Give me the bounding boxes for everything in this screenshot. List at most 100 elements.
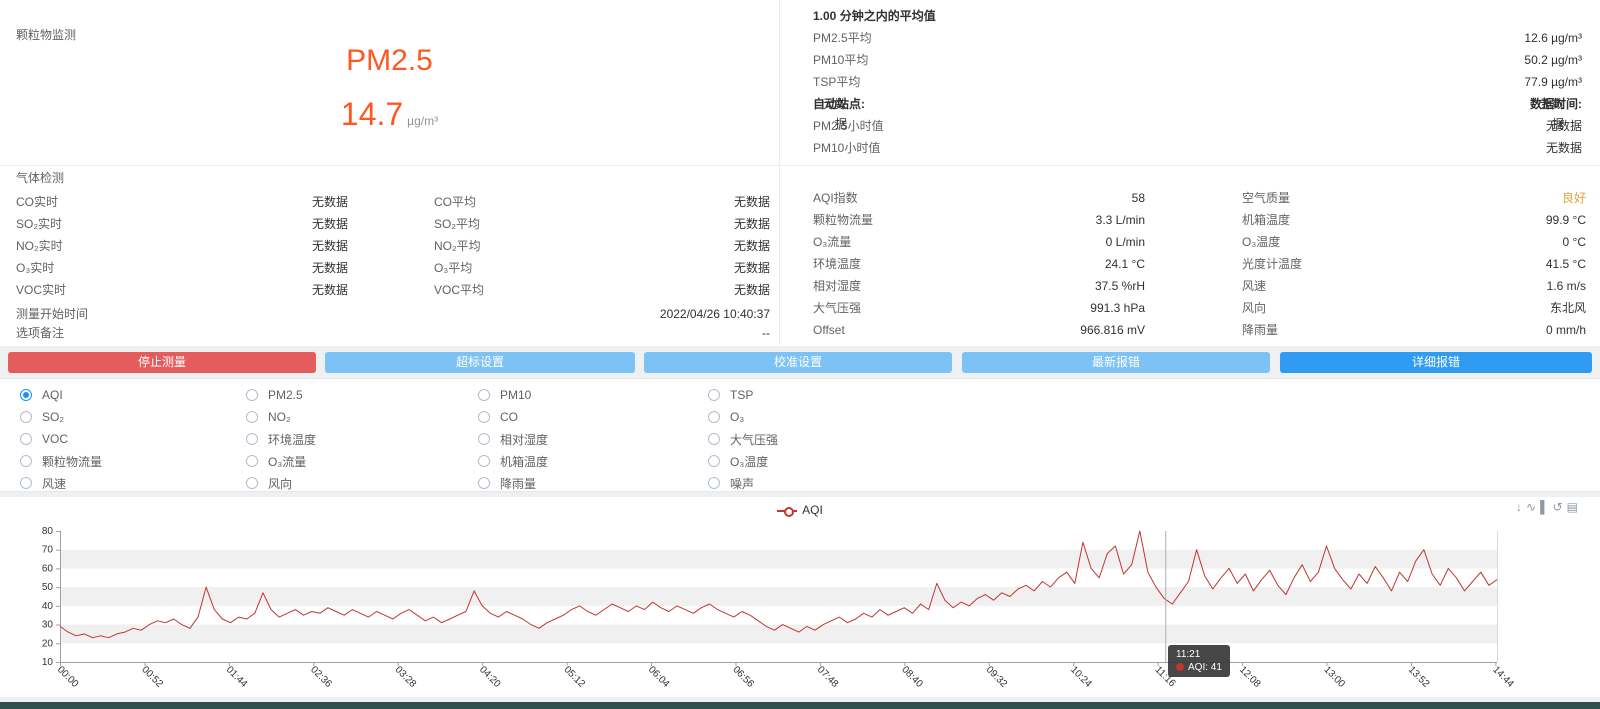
radio-option-label: PM2.5 xyxy=(268,388,303,402)
radio-option-label: 相对湿度 xyxy=(500,432,549,447)
radio-option-噪声[interactable]: 噪声 xyxy=(708,475,754,491)
radio-option-降雨量[interactable]: 降雨量 xyxy=(478,475,536,491)
radio-option-label: 大气压强 xyxy=(730,432,779,447)
x-tick-label: 10:24 xyxy=(1068,664,1094,690)
status-value-1: 58 xyxy=(1131,191,1145,205)
footer-strip xyxy=(0,702,1600,709)
x-tick-label: 13:00 xyxy=(1321,664,1347,690)
y-tick-label: 60 xyxy=(42,563,54,574)
pm25-metric-label: PM2.5 xyxy=(346,44,433,77)
tooltip-value: AQI: 41 xyxy=(1188,662,1222,673)
radio-option-O₃[interactable]: O₃ xyxy=(708,409,744,425)
radio-option-NO₂[interactable]: NO₂ xyxy=(246,409,291,425)
radio-circle-icon xyxy=(246,455,258,467)
gas-average-label: VOC平均 xyxy=(434,283,485,297)
data-time: 数据时间: 无数据 xyxy=(1530,94,1582,131)
average-row-label: TSP平均 xyxy=(813,75,861,89)
gas-row: CO实时 无数据 CO平均 无数据 xyxy=(0,192,779,212)
hour-value-label: PM10小时值 xyxy=(813,141,881,155)
data-view-icon[interactable]: ▤ xyxy=(1566,500,1580,514)
radio-option-label: 噪声 xyxy=(730,476,755,491)
status-value-2: 1.6 m/s xyxy=(1546,279,1586,293)
radio-option-相对湿度[interactable]: 相对湿度 xyxy=(478,431,548,447)
radio-option-AQI[interactable]: AQI xyxy=(20,387,63,403)
hour-value-row: PM2.5小时值 无数据 xyxy=(780,116,1600,136)
status-label-2: O₃温度 xyxy=(1242,235,1281,249)
radio-circle-icon xyxy=(708,411,720,423)
gas-realtime-label: O₃实时 xyxy=(16,261,55,275)
y-tick-label: 40 xyxy=(42,601,54,612)
radio-option-label: SO₂ xyxy=(42,410,64,424)
radio-option-O₃流量[interactable]: O₃流量 xyxy=(246,453,306,469)
radio-option-颗粒物流量[interactable]: 颗粒物流量 xyxy=(20,453,102,469)
remark-row: 选项备注 -- xyxy=(0,323,779,343)
chart-split-band xyxy=(60,587,1497,606)
radio-option-TSP[interactable]: TSP xyxy=(708,387,753,403)
status-value-2: 0 °C xyxy=(1562,235,1586,249)
top-panel: 颗粒物监测 PM2.5 14.7 µg/m³ 1.00 分钟之内的平均值 PM2.… xyxy=(0,0,1600,346)
save-image-icon[interactable]: ↓ xyxy=(1516,500,1525,514)
status-value-1: 966.816 mV xyxy=(1080,323,1145,337)
radio-option-大气压强[interactable]: 大气压强 xyxy=(708,431,778,447)
status-value-2: 41.5 °C xyxy=(1545,257,1586,271)
status-label-1: AQI指数 xyxy=(813,191,858,205)
horizontal-divider xyxy=(0,165,1600,166)
radio-option-label: 风速 xyxy=(42,476,67,491)
radio-option-风速[interactable]: 风速 xyxy=(20,475,66,491)
gas-detection-panel: 气体检测 CO实时 无数据 CO平均 无数据 SO₂实时 无数据 SO₂平均 无数据 NO₂实时… xyxy=(0,166,779,345)
radio-option-label: VOC xyxy=(42,432,69,446)
radio-circle-icon xyxy=(246,433,258,445)
average-row-label: PM2.5平均 xyxy=(813,31,872,45)
toolbar-button-1[interactable]: 停止测量 xyxy=(8,352,316,373)
radio-option-PM2.5[interactable]: PM2.5 xyxy=(246,387,303,403)
chart-legend[interactable]: AQI xyxy=(0,503,1600,517)
hour-value-row: PM10小时值 无数据 xyxy=(780,138,1600,158)
x-tick-label: 05:12 xyxy=(561,664,587,690)
toolbar-button-4[interactable]: 最新报错 xyxy=(962,352,1270,373)
radio-option-label: AQI xyxy=(42,388,63,402)
y-tick-label: 10 xyxy=(42,657,54,668)
chart-toolbox: ↓ ∿ ▌ ↺ ▤ xyxy=(1514,500,1580,514)
radio-option-label: 降雨量 xyxy=(500,476,537,491)
toolbar-button-3[interactable]: 校准设置 xyxy=(644,352,952,373)
x-tick-label: 01:44 xyxy=(224,664,250,690)
toolbar-button-2[interactable]: 超标设置 xyxy=(325,352,635,373)
hour-value-value: 无数据 xyxy=(1545,141,1582,155)
radio-circle-icon xyxy=(478,477,490,489)
switch-line-icon[interactable]: ∿ xyxy=(1526,500,1539,514)
radio-option-O₃温度[interactable]: O₃温度 xyxy=(708,453,768,469)
x-tick-label: 08:40 xyxy=(899,664,925,690)
status-label-1: Offset xyxy=(813,323,845,337)
station-value: 无数据 xyxy=(822,97,847,131)
restore-icon[interactable]: ↺ xyxy=(1552,500,1565,514)
chart-split-band xyxy=(60,624,1497,644)
gas-row: SO₂实时 无数据 SO₂平均 无数据 xyxy=(0,214,779,234)
gas-average-value: 无数据 xyxy=(733,261,770,275)
pm25-metric-value: 14.7 µg/m³ xyxy=(0,96,779,133)
radio-option-环境温度[interactable]: 环境温度 xyxy=(246,431,316,447)
radio-option-SO₂[interactable]: SO₂ xyxy=(20,409,64,425)
radio-option-PM10[interactable]: PM10 xyxy=(478,387,531,403)
x-tick-label: 00:00 xyxy=(55,664,81,690)
station-label-text: 自动站点: xyxy=(813,97,865,111)
legend-series-label: AQI xyxy=(802,503,823,517)
gas-panel-title: 气体检测 xyxy=(16,171,65,185)
status-label-1: 环境温度 xyxy=(813,257,862,271)
x-tick-label: 00:52 xyxy=(139,664,165,690)
radio-option-VOC[interactable]: VOC xyxy=(20,431,68,447)
radio-option-风向[interactable]: 风向 xyxy=(246,475,292,491)
radio-circle-icon xyxy=(246,389,258,401)
remark-value: -- xyxy=(762,326,770,340)
radio-option-机箱温度[interactable]: 机箱温度 xyxy=(478,453,548,469)
toolbar-button-5[interactable]: 详细报错 xyxy=(1280,352,1592,373)
radio-circle-icon xyxy=(478,455,490,467)
gas-realtime-value: 无数据 xyxy=(311,217,348,231)
status-value-2: 良好 xyxy=(1561,191,1586,205)
status-row: O₃流量 0 L/min O₃温度 0 °C xyxy=(780,232,1600,252)
radio-option-label: O₃流量 xyxy=(268,454,307,469)
data-time-label: 数据时间: xyxy=(1530,97,1582,111)
gas-average-value: 无数据 xyxy=(733,195,770,209)
radio-option-CO[interactable]: CO xyxy=(478,409,518,425)
switch-bar-icon[interactable]: ▌ xyxy=(1540,500,1551,514)
